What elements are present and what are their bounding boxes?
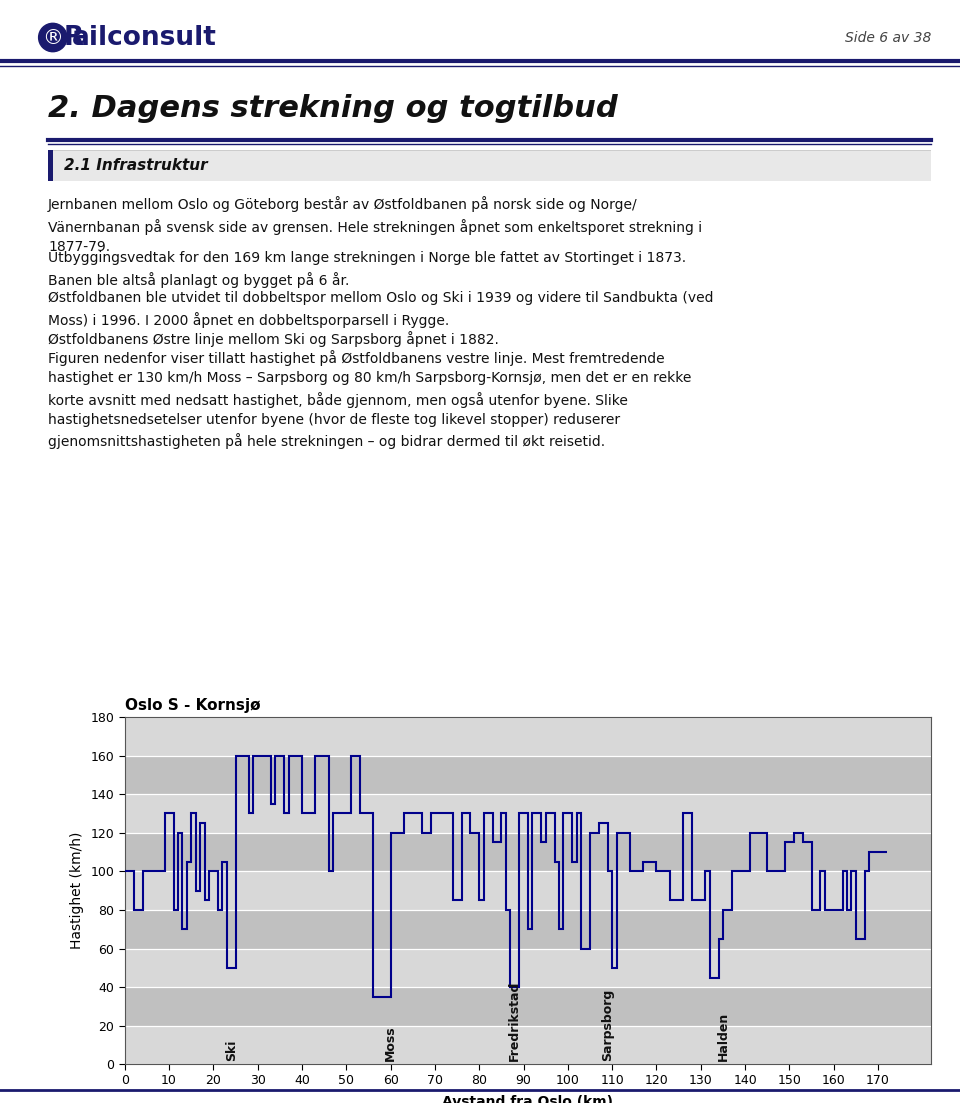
Text: Side 6 av 38: Side 6 av 38 bbox=[845, 31, 931, 44]
Text: Oslo S - Kornsjø: Oslo S - Kornsjø bbox=[125, 698, 260, 713]
Bar bbox=[125, 987, 931, 1026]
Text: R: R bbox=[63, 24, 84, 51]
Text: 2.1 Infrastruktur: 2.1 Infrastruktur bbox=[64, 158, 207, 173]
Bar bbox=[48, 150, 54, 181]
Text: Moss: Moss bbox=[384, 1025, 397, 1061]
Text: Ski: Ski bbox=[225, 1039, 238, 1061]
Text: Halden: Halden bbox=[716, 1011, 730, 1061]
Text: ®: ® bbox=[42, 28, 63, 47]
Text: Utbyggingsvedtak for den 169 km lange strekningen i Norge ble fattet av Storting: Utbyggingsvedtak for den 169 km lange st… bbox=[48, 251, 686, 288]
X-axis label: Avstand fra Oslo (km): Avstand fra Oslo (km) bbox=[443, 1095, 613, 1103]
Text: Østfoldbanen ble utvidet til dobbeltspor mellom Oslo og Ski i 1939 og videre til: Østfoldbanen ble utvidet til dobbeltspor… bbox=[48, 291, 713, 328]
Bar bbox=[125, 833, 931, 871]
Text: 2. Dagens strekning og togtilbud: 2. Dagens strekning og togtilbud bbox=[48, 94, 617, 122]
Y-axis label: Hastighet (km/h): Hastighet (km/h) bbox=[69, 832, 84, 950]
Bar bbox=[125, 717, 931, 756]
Bar bbox=[125, 910, 931, 949]
Text: Figuren nedenfor viser tillatt hastighet på Østfoldbanens vestre linje. Mest fre: Figuren nedenfor viser tillatt hastighet… bbox=[48, 350, 691, 449]
Bar bbox=[125, 871, 931, 910]
Text: Sarpsborg: Sarpsborg bbox=[601, 988, 614, 1061]
Bar bbox=[125, 1026, 931, 1064]
Text: Jernbanen mellom Oslo og Göteborg består av Østfoldbanen på norsk side og Norge/: Jernbanen mellom Oslo og Göteborg består… bbox=[48, 196, 702, 254]
Text: ailconsult: ailconsult bbox=[72, 24, 217, 51]
Text: Fredrikstad: Fredrikstad bbox=[508, 981, 521, 1061]
Bar bbox=[125, 949, 931, 987]
Bar bbox=[125, 756, 931, 794]
Text: Østfoldbanens Østre linje mellom Ski og Sarpsborg åpnet i 1882.: Østfoldbanens Østre linje mellom Ski og … bbox=[48, 331, 499, 346]
Bar bbox=[125, 794, 931, 833]
